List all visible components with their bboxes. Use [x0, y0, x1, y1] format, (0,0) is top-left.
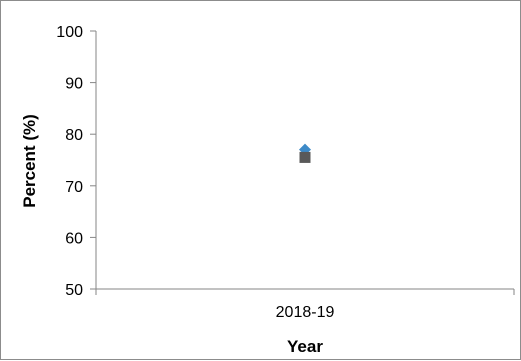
x-ticks: 2018-19 [95, 289, 515, 321]
x-axis-title: Year [287, 337, 323, 356]
y-tick-label: 90 [65, 76, 83, 93]
data-point-square [299, 151, 311, 163]
x-tick-label: 2018-19 [276, 304, 335, 321]
y-tick-label: 50 [65, 282, 83, 299]
y-tick-label: 70 [65, 179, 83, 196]
data-points [299, 143, 311, 163]
y-axis-title: Percent (%) [20, 114, 39, 208]
axes [95, 31, 514, 290]
y-tick-label: 80 [65, 127, 83, 144]
y-tick-label: 100 [56, 24, 83, 41]
y-tick-label: 60 [65, 230, 83, 247]
y-ticks: 50 60 70 80 90 100 [56, 24, 96, 299]
